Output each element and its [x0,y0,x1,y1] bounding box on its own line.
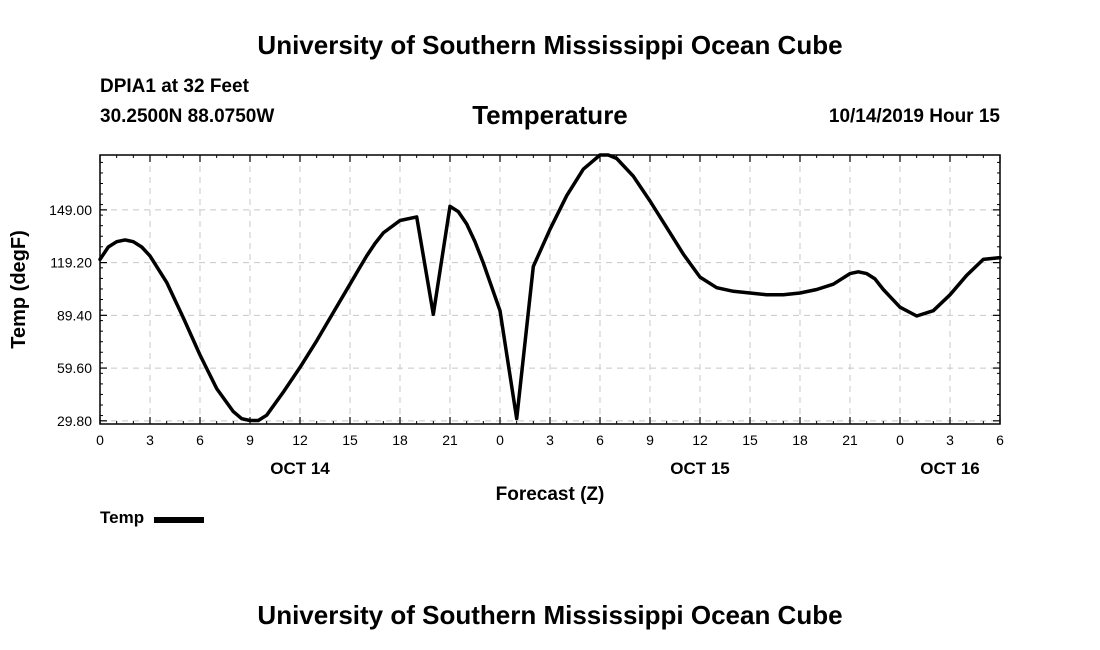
day-label: OCT 14 [270,459,330,478]
x-tick-label: 3 [946,432,954,448]
temp-series-line [98,153,1002,423]
x-tick-label: 18 [392,432,408,448]
x-tick-label: 6 [196,432,204,448]
x-tick-label: 15 [342,432,358,448]
x-tick-label: 0 [96,432,104,448]
y-tick-label: 59.60 [57,360,92,376]
x-tick-label: 6 [996,432,1004,448]
plot-frame [99,154,1001,425]
x-tick-label: 12 [292,432,308,448]
x-tick-label: 12 [692,432,708,448]
coordinates-label: 30.2500N 88.0750W [100,106,275,127]
y-tick-label: 29.80 [57,413,92,429]
x-axis-title: Forecast (Z) [496,484,605,505]
x-tick-label: 15 [742,432,758,448]
x-tick-label: 0 [896,432,904,448]
x-tick-label: 6 [596,432,604,448]
x-tick-label: 18 [792,432,808,448]
y-tick-label: 119.20 [50,255,92,271]
y-tick-label: 89.40 [57,307,92,323]
x-tick-label: 0 [496,432,504,448]
y-tick-label: 149.00 [49,202,92,218]
x-tick-label: 9 [246,432,254,448]
x-tick-label: 21 [842,432,858,448]
institution-title: University of Southern Mississippi Ocean… [257,30,843,60]
day-label: OCT 16 [920,459,980,478]
y-axis-title: Temp (degF) [8,230,30,349]
legend-swatch [154,516,205,523]
station-label: DPIA1 at 32 Feet [100,76,249,97]
x-tick-label: 3 [146,432,154,448]
footer-institution-title: University of Southern Mississippi Ocean… [257,600,843,630]
day-label: OCT 15 [670,459,730,478]
x-tick-label: 9 [646,432,654,448]
chart-title: Temperature [472,100,628,130]
forecast-timestamp: 10/14/2019 Hour 15 [828,106,1000,127]
legend: Temp [100,508,205,528]
x-tick-label: 3 [546,432,554,448]
x-tick-label: 21 [442,432,458,448]
legend-label: Temp [100,508,145,527]
